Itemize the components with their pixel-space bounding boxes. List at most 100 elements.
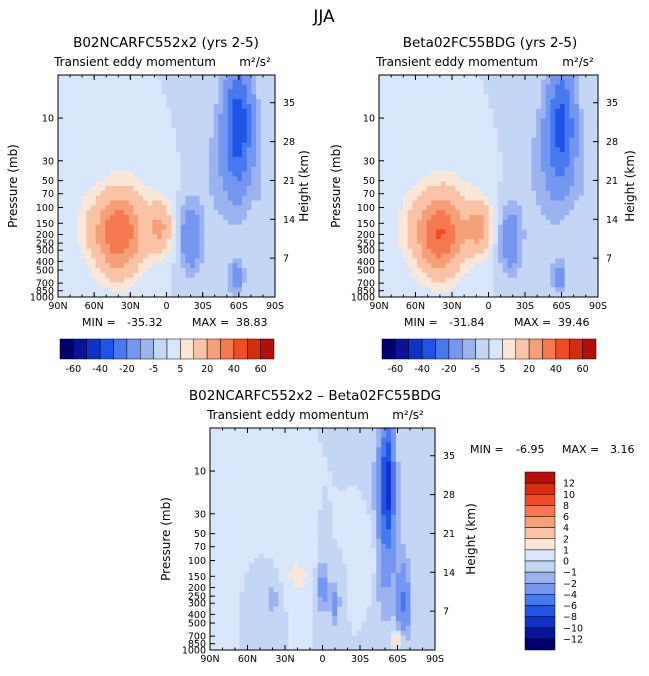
field-cell bbox=[265, 89, 271, 95]
field-cell bbox=[302, 442, 309, 448]
field-cell bbox=[147, 132, 153, 139]
field-cell bbox=[450, 205, 456, 211]
field-cell bbox=[62, 166, 69, 173]
field-cell bbox=[258, 432, 265, 439]
field-cell bbox=[483, 224, 490, 231]
field-cell bbox=[555, 205, 561, 211]
field-cell bbox=[138, 258, 144, 264]
field-cell bbox=[498, 200, 504, 206]
field-cell bbox=[488, 272, 494, 279]
field-cell bbox=[412, 166, 418, 173]
field-cell bbox=[440, 137, 447, 144]
field-cell bbox=[540, 103, 547, 110]
field-cell bbox=[459, 147, 466, 153]
field-cell bbox=[199, 176, 205, 182]
field-cell bbox=[578, 142, 585, 148]
field-cell bbox=[469, 79, 475, 86]
field-cell bbox=[72, 214, 78, 221]
field-cell bbox=[381, 432, 387, 439]
field-cell bbox=[260, 142, 267, 148]
field-cell bbox=[478, 205, 485, 211]
field-cell bbox=[371, 456, 377, 463]
field-cell bbox=[412, 239, 418, 245]
field-cell bbox=[393, 99, 399, 105]
field-cell bbox=[498, 282, 504, 288]
field-cell bbox=[440, 79, 447, 86]
field-cell bbox=[493, 219, 499, 226]
field-cell bbox=[194, 268, 201, 274]
field-cell bbox=[114, 229, 120, 235]
field-cell bbox=[161, 147, 168, 153]
field-cell bbox=[555, 239, 561, 245]
field-cell bbox=[407, 200, 413, 206]
field-cell bbox=[171, 99, 177, 105]
field-cell bbox=[445, 268, 452, 274]
field-cell bbox=[521, 108, 528, 115]
field-cell bbox=[100, 258, 106, 264]
field-cell bbox=[526, 147, 532, 153]
field-cell bbox=[583, 176, 590, 182]
field-cell bbox=[455, 277, 461, 284]
field-cell bbox=[213, 142, 219, 148]
field-cell bbox=[317, 428, 324, 434]
field-cell bbox=[95, 277, 102, 284]
field-cell bbox=[157, 268, 163, 274]
field-cell bbox=[388, 181, 394, 187]
field-cell bbox=[550, 282, 556, 288]
field-cell bbox=[109, 282, 116, 288]
field-cell bbox=[237, 248, 243, 255]
field-cell bbox=[417, 181, 423, 187]
field-cell bbox=[393, 214, 399, 221]
field-cell bbox=[405, 442, 412, 448]
field-cell bbox=[76, 287, 83, 293]
field-cell bbox=[86, 195, 92, 202]
field-cell bbox=[142, 268, 149, 274]
field-cell bbox=[512, 113, 518, 120]
field-cell bbox=[175, 176, 182, 182]
field-cell bbox=[246, 113, 253, 120]
field-cell bbox=[138, 253, 144, 259]
field-cell bbox=[421, 287, 428, 293]
field-cell bbox=[251, 99, 257, 105]
field-cell bbox=[578, 214, 585, 221]
field-cell bbox=[536, 75, 542, 81]
field-cell bbox=[62, 123, 69, 129]
field-cell bbox=[512, 89, 518, 95]
field-cell bbox=[517, 282, 523, 288]
panel-1-title: B02NCARFC552x2 (yrs 2-5) bbox=[73, 35, 259, 51]
field-cell bbox=[426, 200, 432, 206]
field-cell bbox=[436, 282, 442, 288]
field-cell bbox=[483, 176, 490, 182]
field-cell bbox=[398, 75, 404, 81]
field-cell bbox=[147, 292, 153, 298]
field-cell bbox=[431, 103, 437, 110]
field-cell bbox=[171, 103, 177, 110]
field-cell bbox=[431, 292, 437, 298]
field-cell bbox=[393, 157, 399, 163]
field-cell bbox=[58, 103, 64, 110]
field-cell bbox=[483, 234, 490, 240]
field-cell bbox=[431, 219, 437, 226]
field-cell bbox=[502, 166, 509, 173]
field-cell bbox=[114, 123, 120, 129]
field-cell bbox=[270, 176, 276, 182]
field-cell bbox=[302, 432, 309, 439]
field-cell bbox=[114, 94, 120, 100]
field-cell bbox=[256, 205, 262, 211]
field-cell bbox=[412, 79, 418, 86]
field-cell bbox=[171, 229, 177, 235]
field-cell bbox=[540, 277, 547, 284]
field-cell bbox=[578, 181, 585, 187]
field-cell bbox=[531, 282, 537, 288]
field-cell bbox=[109, 219, 116, 226]
field-cell bbox=[218, 79, 224, 86]
field-cell bbox=[223, 287, 229, 293]
field-cell bbox=[119, 142, 125, 148]
field-cell bbox=[58, 157, 64, 163]
field-cell bbox=[119, 268, 125, 274]
field-cell bbox=[455, 128, 461, 134]
field-cell bbox=[161, 108, 168, 115]
y-right-tick-label: 7 bbox=[606, 254, 612, 265]
field-cell bbox=[388, 166, 394, 173]
field-cell bbox=[440, 89, 447, 95]
